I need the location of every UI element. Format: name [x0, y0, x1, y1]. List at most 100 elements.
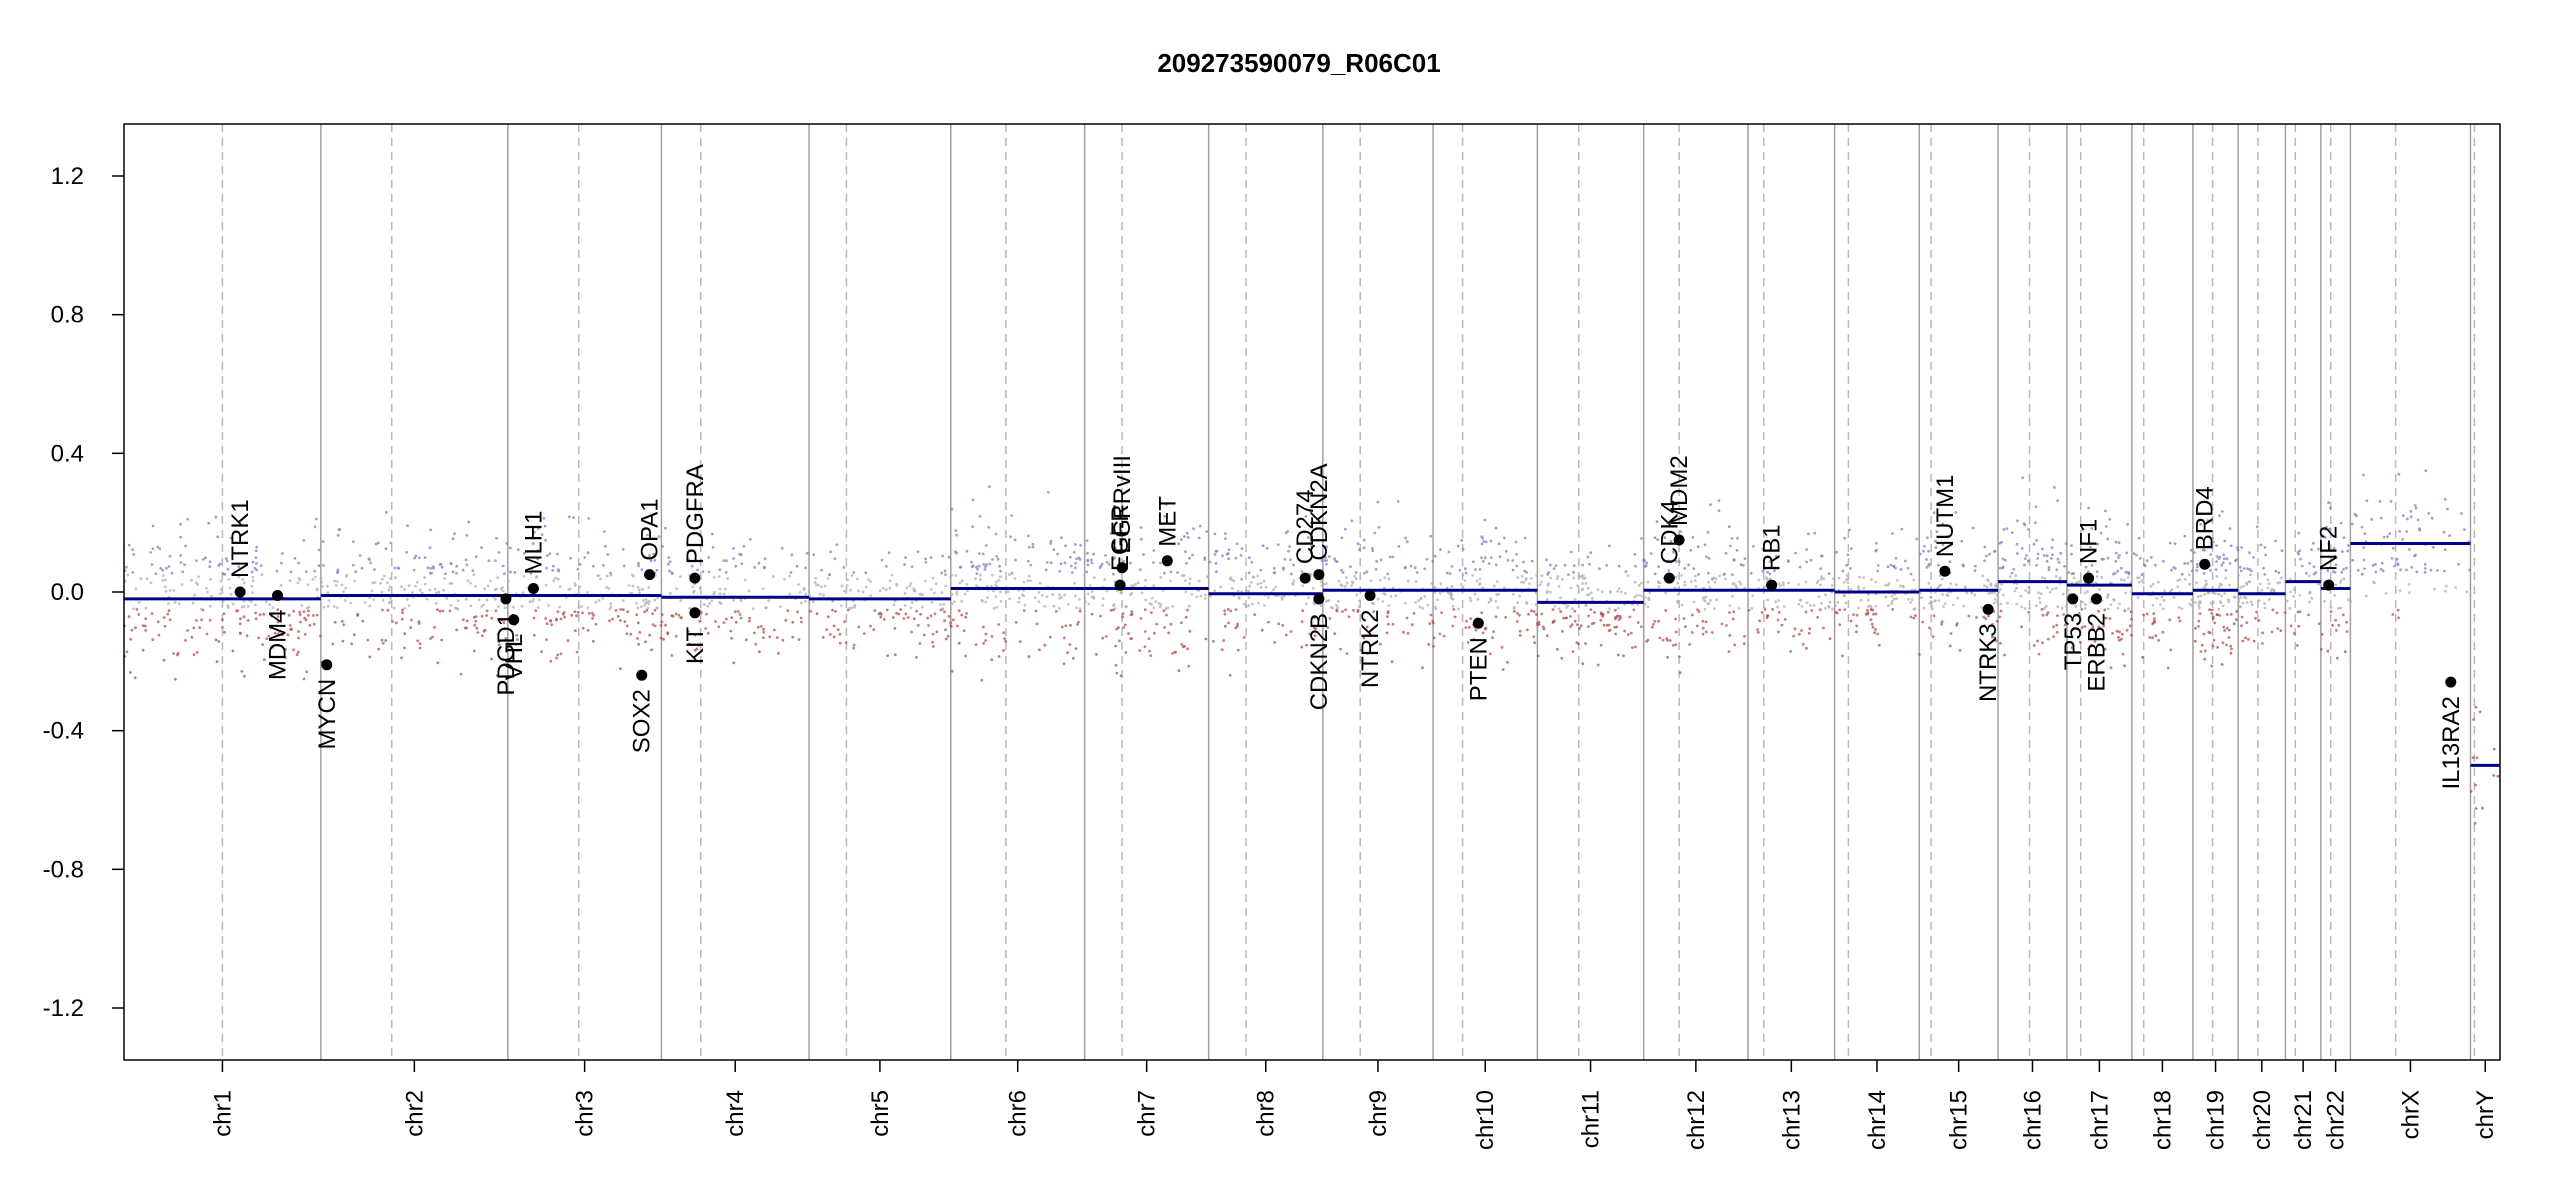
probe-point [2149, 556, 2153, 559]
probe-point [1122, 560, 1126, 563]
probe-point [815, 583, 818, 587]
probe-point [1800, 605, 1804, 608]
probe-point [1159, 603, 1163, 607]
probe-point [960, 613, 964, 617]
probe-point [480, 614, 484, 618]
probe-point [1986, 578, 1989, 582]
probe-point [905, 586, 909, 590]
probe-point [705, 612, 708, 616]
probe-point [1433, 591, 1437, 594]
probe-point [2230, 613, 2233, 616]
probe-point [1344, 608, 1347, 612]
probe-point [2055, 568, 2059, 572]
probe-point [1487, 562, 1491, 565]
probe-point [1149, 654, 1153, 657]
probe-point [1983, 624, 1986, 627]
probe-point [872, 628, 876, 631]
probe-point [2032, 644, 2036, 647]
probe-point [433, 626, 436, 629]
probe-point [1153, 631, 1156, 635]
probe-point [2023, 557, 2027, 560]
probe-point [965, 549, 969, 553]
probe-point [2245, 601, 2249, 604]
probe-point [1553, 604, 1557, 608]
probe-point [2240, 624, 2244, 628]
gene-marker-cdk4 [1663, 572, 1675, 584]
probe-point [1993, 550, 1996, 553]
probe-point [129, 671, 132, 674]
probe-point [1239, 554, 1243, 557]
probe-point [1425, 557, 1429, 561]
probe-point [311, 578, 315, 581]
probe-point [297, 636, 300, 640]
probe-point [2136, 596, 2140, 599]
probe-point [805, 551, 809, 555]
probe-point [921, 593, 924, 597]
probe-point [1985, 585, 1989, 589]
probe-point [659, 636, 663, 640]
probe-point [1841, 654, 1844, 658]
probe-point [1857, 587, 1861, 591]
probe-point [1667, 559, 1671, 563]
probe-point [1183, 550, 1187, 553]
probe-point [984, 600, 988, 604]
probe-point [2463, 528, 2466, 531]
probe-point [1060, 625, 1064, 629]
probe-point [718, 568, 722, 572]
probe-point [1388, 555, 1392, 559]
probe-point [157, 633, 161, 637]
probe-point [808, 601, 811, 604]
probe-point [773, 628, 776, 632]
gene-marker-mycn [321, 659, 333, 671]
probe-point [1628, 615, 1632, 619]
probe-point [2228, 527, 2232, 530]
probe-point [2326, 569, 2330, 573]
probe-point [739, 599, 743, 602]
probe-point [2415, 570, 2419, 574]
probe-point [127, 615, 131, 618]
probe-point [826, 615, 830, 619]
probe-point [2052, 635, 2056, 638]
probe-point [2355, 514, 2358, 518]
probe-point [2089, 600, 2093, 604]
probe-point [1349, 565, 1352, 569]
probe-point [1391, 586, 1395, 590]
probe-point [687, 642, 691, 646]
gene-label-erbb2: ERBB2 [2083, 613, 2110, 692]
probe-point [2370, 518, 2374, 521]
probe-point [1328, 617, 1332, 620]
probe-point [1043, 643, 1047, 647]
probe-point [237, 575, 241, 579]
probe-point [583, 556, 587, 559]
probe-point [163, 578, 167, 582]
probe-point [1228, 673, 1232, 677]
probe-point [1461, 585, 1465, 589]
probe-point [2123, 664, 2127, 668]
probe-point [798, 591, 802, 594]
probe-point [1414, 601, 1418, 604]
probe-point [1688, 643, 1691, 646]
probe-point [371, 581, 375, 585]
probe-point [1707, 571, 1710, 575]
probe-point [1092, 552, 1096, 556]
probe-point [229, 592, 233, 596]
probe-point [2106, 556, 2110, 560]
probe-point [373, 581, 377, 584]
probe-point [2143, 564, 2147, 568]
probe-point [996, 557, 1000, 561]
probe-point [607, 587, 611, 590]
probe-point [1224, 537, 1227, 541]
probe-point [1734, 584, 1738, 588]
probe-point [1725, 624, 1728, 627]
probe-point [440, 565, 444, 569]
probe-point [1920, 596, 1923, 600]
probe-point [723, 587, 727, 591]
probe-point [1017, 600, 1021, 604]
probe-point [2225, 643, 2229, 647]
probe-point [403, 588, 406, 591]
probe-point [1570, 623, 1574, 626]
probe-point [1605, 564, 1609, 567]
probe-point [2061, 592, 2065, 596]
probe-point [754, 642, 758, 646]
probe-point [846, 608, 850, 612]
